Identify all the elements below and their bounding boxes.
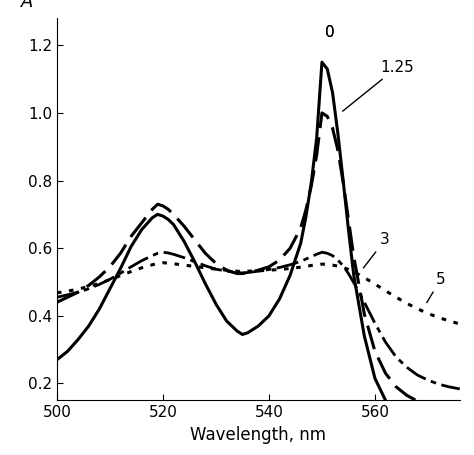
- Text: 1.25: 1.25: [343, 60, 414, 111]
- X-axis label: Wavelength, nm: Wavelength, nm: [191, 426, 326, 444]
- Text: 5: 5: [427, 272, 446, 303]
- Text: 0: 0: [325, 25, 335, 40]
- Text: 0: 0: [325, 25, 335, 40]
- Text: 3: 3: [364, 232, 390, 268]
- Text: $A$: $A$: [19, 0, 34, 10]
